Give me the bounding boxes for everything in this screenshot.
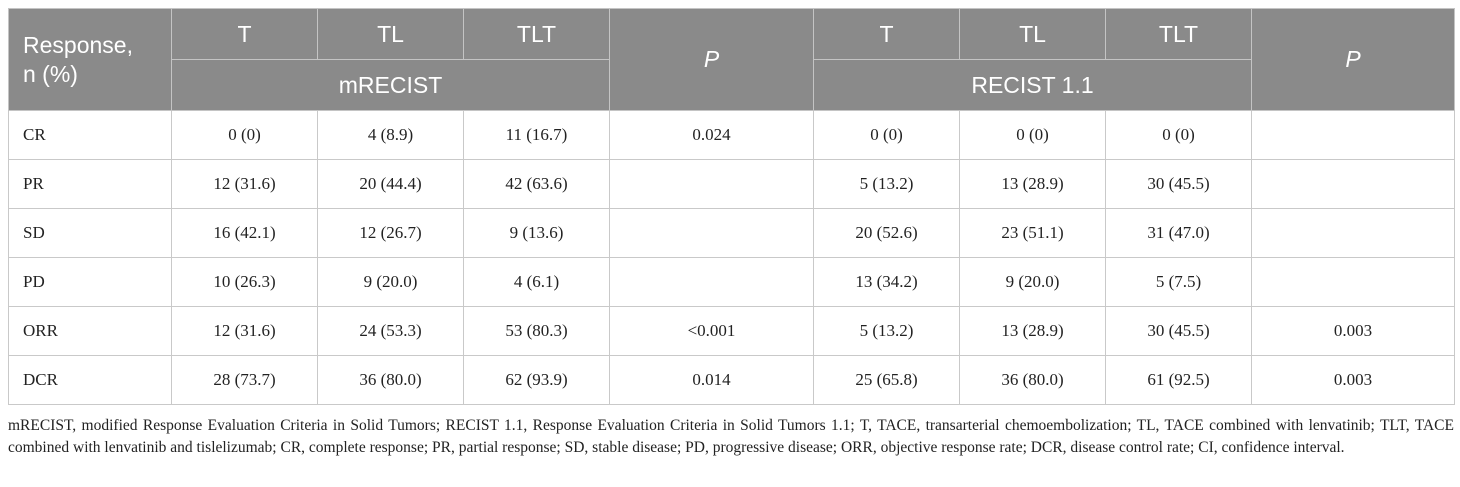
col-header-mrecist-tlt: TLT <box>463 8 610 60</box>
cell-recist-tl: 13 (28.9) <box>959 159 1106 209</box>
table-row-orr: ORR 12 (31.6) 24 (53.3) 53 (80.3) <0.001 5 (1… <box>8 306 1455 356</box>
cell-mrecist-t: 16 (42.1) <box>171 208 318 258</box>
cell-recist-tlt: 31 (47.0) <box>1105 208 1252 258</box>
cell-recist-tlt: 5 (7.5) <box>1105 257 1252 307</box>
cell-mrecist-tl: 4 (8.9) <box>317 110 464 160</box>
cell-recist-t: 13 (34.2) <box>813 257 960 307</box>
table-row-sd: SD 16 (42.1) 12 (26.7) 9 (13.6) 20 (52.6) 23 … <box>8 208 1455 258</box>
cell-recist-p <box>1251 257 1455 307</box>
table-container: Response, n (%) T TL TLT P T TL TLT P mR… <box>8 8 1455 459</box>
cell-mrecist-t: 0 (0) <box>171 110 318 160</box>
cell-recist-tlt: 61 (92.5) <box>1105 355 1252 405</box>
row-label: DCR <box>8 355 172 405</box>
header-row-groups: Response, n (%) T TL TLT P T TL TLT P <box>8 8 1455 111</box>
cell-mrecist-tl: 20 (44.4) <box>317 159 464 209</box>
row-label: SD <box>8 208 172 258</box>
row-label: PR <box>8 159 172 209</box>
row-label: ORR <box>8 306 172 356</box>
col-header-recist-tlt: TLT <box>1105 8 1252 60</box>
cell-mrecist-tl: 12 (26.7) <box>317 208 464 258</box>
cell-mrecist-t: 28 (73.7) <box>171 355 318 405</box>
cell-recist-tlt: 0 (0) <box>1105 110 1252 160</box>
stub-header: Response, n (%) <box>8 8 172 111</box>
cell-recist-p: 0.003 <box>1251 355 1455 405</box>
cell-mrecist-tlt: 62 (93.9) <box>463 355 610 405</box>
row-label: CR <box>8 110 172 160</box>
group-header-mrecist: mRECIST <box>171 59 610 111</box>
cell-recist-t: 0 (0) <box>813 110 960 160</box>
cell-recist-t: 25 (65.8) <box>813 355 960 405</box>
header-row-criteria: mRECIST RECIST 1.1 <box>9 59 1455 111</box>
cell-mrecist-tl: 24 (53.3) <box>317 306 464 356</box>
response-table: Response, n (%) T TL TLT P T TL TLT P mR… <box>8 8 1455 405</box>
col-header-recist-tl: TL <box>959 8 1106 60</box>
cell-mrecist-tlt: 42 (63.6) <box>463 159 610 209</box>
cell-mrecist-p <box>609 257 814 307</box>
cell-mrecist-tlt: 9 (13.6) <box>463 208 610 258</box>
table-footnote: mRECIST, modified Response Evaluation Cr… <box>8 417 1454 456</box>
cell-recist-t: 20 (52.6) <box>813 208 960 258</box>
col-header-recist-t: T <box>813 8 960 60</box>
table-row-dcr: DCR 28 (73.7) 36 (80.0) 62 (93.9) 0.014 25 (6… <box>8 355 1455 405</box>
cell-recist-t: 5 (13.2) <box>813 159 960 209</box>
row-label: PD <box>8 257 172 307</box>
cell-recist-p <box>1251 110 1455 160</box>
cell-mrecist-t: 10 (26.3) <box>171 257 318 307</box>
group-header-recist: RECIST 1.1 <box>813 59 1252 111</box>
cell-recist-tl: 9 (20.0) <box>959 257 1106 307</box>
table-row-cr: CR 0 (0) 4 (8.9) 11 (16.7) 0.024 0 (0) 0 (0) 0 … <box>8 110 1455 160</box>
cell-recist-p: 0.003 <box>1251 306 1455 356</box>
cell-mrecist-t: 12 (31.6) <box>171 159 318 209</box>
cell-mrecist-p: 0.014 <box>609 355 814 405</box>
cell-mrecist-p <box>609 208 814 258</box>
cell-mrecist-p: 0.024 <box>609 110 814 160</box>
cell-mrecist-tlt: 4 (6.1) <box>463 257 610 307</box>
cell-recist-tl: 36 (80.0) <box>959 355 1106 405</box>
cell-recist-p <box>1251 159 1455 209</box>
cell-recist-tlt: 30 (45.5) <box>1105 159 1252 209</box>
col-header-mrecist-p: P <box>609 8 814 111</box>
col-header-mrecist-t: T <box>171 8 318 60</box>
col-header-recist-p: P <box>1251 8 1455 111</box>
stub-header-text: Response, n (%) <box>23 31 133 87</box>
table-row-pr: PR 12 (31.6) 20 (44.4) 42 (63.6) 5 (13.2) 13 … <box>8 159 1455 209</box>
cell-mrecist-tl: 9 (20.0) <box>317 257 464 307</box>
cell-mrecist-tl: 36 (80.0) <box>317 355 464 405</box>
cell-recist-tl: 13 (28.9) <box>959 306 1106 356</box>
cell-mrecist-t: 12 (31.6) <box>171 306 318 356</box>
cell-recist-tl: 23 (51.1) <box>959 208 1106 258</box>
cell-mrecist-tlt: 53 (80.3) <box>463 306 610 356</box>
cell-recist-tl: 0 (0) <box>959 110 1106 160</box>
table-body: CR 0 (0) 4 (8.9) 11 (16.7) 0.024 0 (0) 0 (0) 0 … <box>8 110 1455 405</box>
cell-mrecist-p <box>609 159 814 209</box>
cell-recist-p <box>1251 208 1455 258</box>
col-header-mrecist-tl: TL <box>317 8 464 60</box>
cell-recist-t: 5 (13.2) <box>813 306 960 356</box>
cell-recist-tlt: 30 (45.5) <box>1105 306 1252 356</box>
cell-mrecist-p: <0.001 <box>609 306 814 356</box>
cell-mrecist-tlt: 11 (16.7) <box>463 110 610 160</box>
table-row-pd: PD 10 (26.3) 9 (20.0) 4 (6.1) 13 (34.2) 9 (20… <box>8 257 1455 307</box>
